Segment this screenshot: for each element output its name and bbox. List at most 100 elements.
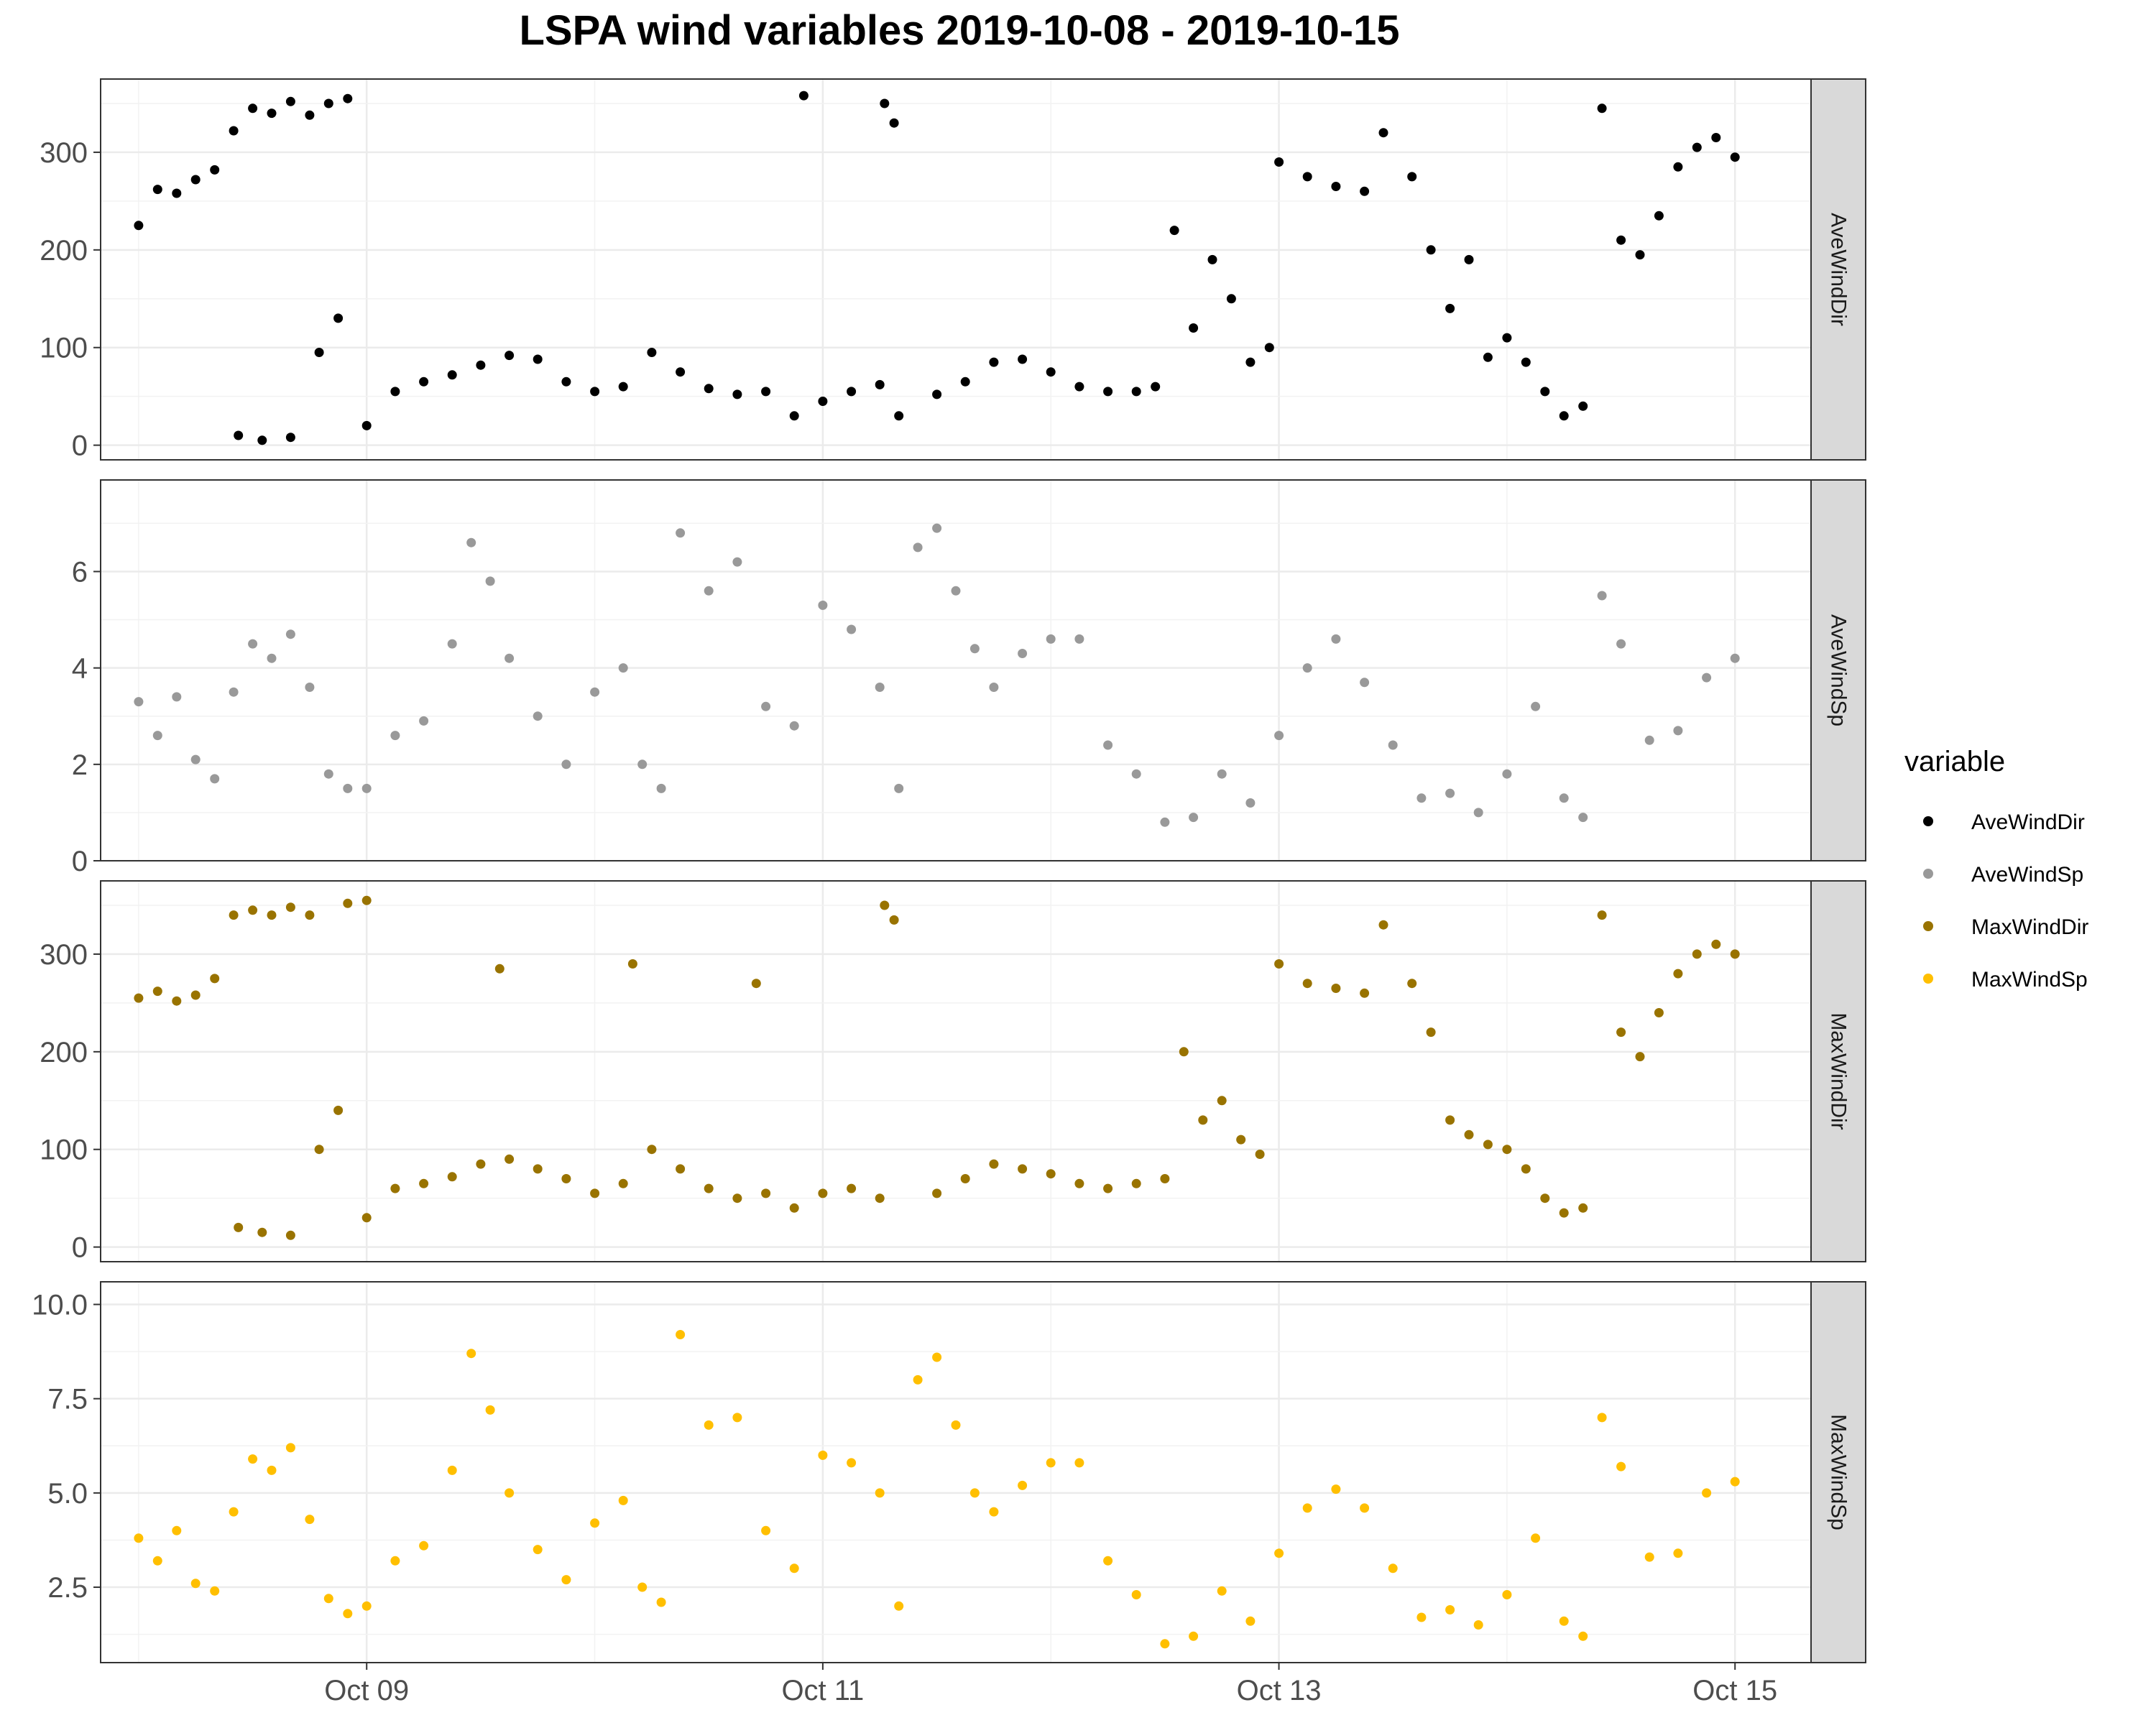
data-point-avewinddir — [1226, 294, 1236, 304]
data-point-avewindsp — [172, 692, 182, 702]
data-point-maxwinddir — [1445, 1115, 1455, 1125]
data-point-avewinddir — [419, 376, 429, 387]
y-tick-label: 300 — [40, 137, 88, 169]
data-point-maxwinddir — [1597, 910, 1607, 920]
data-point-maxwinddir — [285, 902, 295, 912]
data-point-maxwinddir — [285, 1230, 295, 1240]
data-point-maxwindsp — [1597, 1413, 1607, 1423]
data-point-avewinddir — [505, 351, 515, 361]
legend-key — [1923, 921, 1933, 931]
data-point-avewinddir — [1331, 182, 1341, 191]
data-point-maxwindsp — [190, 1579, 201, 1589]
data-point-maxwinddir — [1502, 1145, 1512, 1155]
data-point-avewinddir — [894, 411, 904, 421]
data-point-avewindsp — [732, 557, 742, 567]
legend-label: AveWindDir — [1971, 810, 2085, 834]
data-point-maxwinddir — [1198, 1115, 1208, 1125]
data-point-avewinddir — [1730, 152, 1740, 162]
data-point-maxwindsp — [1559, 1616, 1569, 1626]
data-point-avewindsp — [210, 774, 220, 784]
data-point-avewinddir — [618, 382, 628, 392]
data-point-avewinddir — [1046, 367, 1056, 377]
data-point-avewinddir — [333, 313, 344, 323]
data-point-maxwinddir — [1426, 1027, 1436, 1038]
data-point-maxwinddir — [190, 990, 201, 1000]
data-point-maxwinddir — [880, 900, 890, 910]
data-point-maxwindsp — [343, 1609, 353, 1619]
data-point-maxwinddir — [1074, 1178, 1084, 1188]
data-point-avewindsp — [761, 701, 771, 711]
data-point-avewinddir — [1302, 172, 1312, 182]
data-point-maxwinddir — [1378, 920, 1388, 930]
data-point-avewinddir — [323, 98, 333, 108]
data-point-avewindsp — [343, 783, 353, 793]
data-point-avewinddir — [1540, 387, 1550, 397]
data-point-avewinddir — [1483, 352, 1493, 362]
data-point-avewinddir — [1654, 211, 1664, 221]
data-point-avewinddir — [932, 389, 942, 399]
data-point-avewinddir — [676, 367, 686, 377]
data-point-maxwinddir — [1217, 1096, 1227, 1106]
data-point-avewinddir — [889, 118, 899, 128]
data-point-maxwinddir — [1711, 939, 1721, 949]
data-point-maxwinddir — [505, 1154, 515, 1164]
data-point-maxwindsp — [951, 1420, 961, 1430]
data-point-avewindsp — [875, 683, 885, 692]
data-point-maxwindsp — [590, 1518, 600, 1528]
data-point-maxwindsp — [789, 1563, 799, 1574]
data-point-maxwindsp — [466, 1349, 476, 1359]
data-point-maxwindsp — [485, 1405, 495, 1415]
data-point-maxwindsp — [1360, 1503, 1370, 1513]
data-point-maxwindsp — [761, 1525, 771, 1535]
data-point-maxwindsp — [969, 1488, 980, 1498]
data-point-avewinddir — [1673, 162, 1683, 172]
data-point-maxwindsp — [1274, 1548, 1284, 1558]
data-point-avewinddir — [533, 354, 543, 364]
data-point-maxwindsp — [361, 1601, 372, 1611]
data-point-maxwinddir — [647, 1145, 657, 1155]
data-point-avewindsp — [913, 542, 923, 553]
x-tick-label: Oct 11 — [781, 1675, 864, 1706]
data-point-maxwindsp — [704, 1420, 714, 1430]
data-point-maxwinddir — [1255, 1150, 1265, 1159]
data-point-avewindsp — [361, 783, 372, 793]
data-point-maxwindsp — [1644, 1552, 1654, 1562]
data-point-avewindsp — [704, 586, 714, 596]
data-point-maxwinddir — [751, 979, 761, 989]
data-point-avewinddir — [1264, 343, 1274, 353]
data-point-maxwindsp — [134, 1533, 144, 1543]
data-point-maxwindsp — [847, 1458, 857, 1468]
data-point-avewindsp — [1578, 813, 1588, 823]
data-point-maxwindsp — [1302, 1503, 1312, 1513]
data-point-maxwindsp — [1103, 1556, 1113, 1566]
data-point-maxwindsp — [818, 1450, 828, 1460]
data-point-avewinddir — [1616, 235, 1626, 245]
data-point-avewindsp — [1673, 726, 1683, 736]
data-point-avewinddir — [476, 360, 486, 370]
data-point-avewinddir — [134, 221, 144, 231]
y-tick-label: 200 — [40, 1037, 88, 1068]
data-point-maxwindsp — [561, 1575, 571, 1585]
chart-title: LSPA wind variables 2019-10-08 - 2019-10… — [519, 7, 1399, 54]
data-point-maxwindsp — [533, 1545, 543, 1555]
data-point-maxwindsp — [1473, 1620, 1483, 1630]
x-tick-label: Oct 09 — [324, 1675, 409, 1706]
data-point-maxwinddir — [561, 1174, 571, 1183]
data-point-maxwindsp — [1502, 1590, 1512, 1599]
data-point-avewindsp — [1416, 793, 1427, 803]
x-tick-label: Oct 15 — [1692, 1675, 1777, 1706]
data-point-maxwinddir — [343, 898, 353, 908]
y-tick-label: 6 — [72, 556, 88, 588]
data-point-maxwindsp — [305, 1515, 315, 1525]
data-point-maxwindsp — [323, 1594, 333, 1604]
facet-strip — [1810, 880, 1866, 1262]
data-point-avewindsp — [789, 721, 799, 731]
data-point-avewinddir — [1578, 401, 1588, 411]
data-point-maxwinddir — [494, 964, 505, 974]
data-point-maxwinddir — [1578, 1203, 1588, 1213]
data-point-avewinddir — [285, 96, 295, 106]
data-point-maxwindsp — [932, 1352, 942, 1362]
legend-key — [1923, 816, 1933, 826]
data-point-avewindsp — [1597, 591, 1607, 601]
data-point-avewindsp — [134, 697, 144, 707]
